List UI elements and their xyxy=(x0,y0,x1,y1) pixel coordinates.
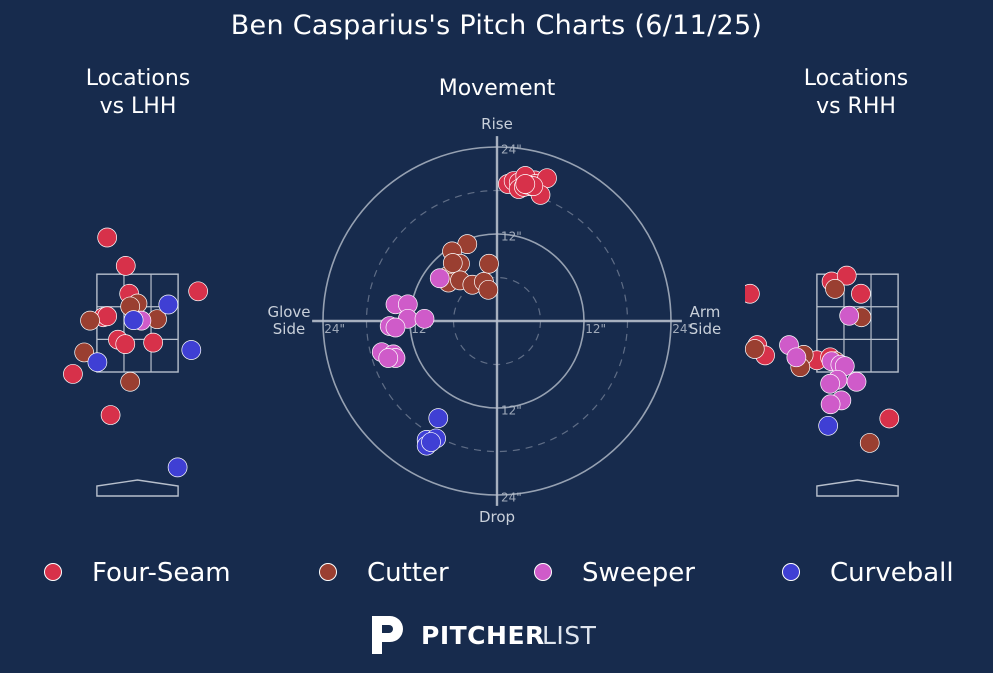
movement-point-sweeper xyxy=(429,268,450,289)
logo-text-list: LIST xyxy=(542,621,597,650)
rhh-point-sweeper xyxy=(786,347,807,368)
movement-ring-label: 24" xyxy=(501,143,522,157)
lhh-point-four-seam xyxy=(63,364,83,384)
movement-panel-title: Movement xyxy=(438,76,556,101)
lhh-home-plate xyxy=(96,479,179,497)
lhh-panel-title: Locations vs LHH xyxy=(85,66,191,119)
rhh-point-curveball xyxy=(818,415,839,436)
lhh-point-four-seam xyxy=(188,281,209,302)
rhh-panel-title: Locations vs RHH xyxy=(803,66,909,119)
movement-point-cutter xyxy=(479,253,499,274)
rhh-point-cutter xyxy=(745,339,765,359)
rhh-point-sweeper xyxy=(820,394,841,415)
pitcherlist-p-icon xyxy=(372,616,403,654)
lhh-point-curveball xyxy=(158,294,179,315)
lhh-point-four-seam xyxy=(143,332,164,353)
movement-point-four-seam xyxy=(515,174,536,194)
movement-point-cutter xyxy=(442,253,463,273)
movement-label-drop: Drop xyxy=(479,508,515,526)
movement-points xyxy=(371,166,557,456)
lhh-point-cutter xyxy=(120,371,141,392)
legend-label-four-seam: Four-Seam xyxy=(92,558,231,588)
rhh-point-four-seam xyxy=(836,265,857,286)
lhh-points xyxy=(63,227,209,478)
rhh-home-plate xyxy=(816,479,899,497)
movement-point-sweeper xyxy=(414,308,435,329)
lhh-point-four-seam xyxy=(115,334,136,354)
movement-ring-label: 24" xyxy=(501,491,522,505)
movement-label-rise: Rise xyxy=(481,115,513,133)
legend-marker-sweeper xyxy=(534,563,552,581)
pitcherlist-logo: PITCHER LIST xyxy=(368,612,608,658)
lhh-point-curveball xyxy=(167,457,188,478)
rhh-point-four-seam xyxy=(879,408,900,429)
lhh-location-plot xyxy=(63,227,209,497)
rhh-points xyxy=(745,265,900,453)
movement-point-curveball xyxy=(428,408,449,428)
lhh-point-four-seam xyxy=(97,306,118,327)
movement-ring-label: 12" xyxy=(585,322,606,336)
movement-ring-label: 24" xyxy=(324,322,345,336)
lhh-point-cutter xyxy=(80,310,100,331)
legend-marker-curveball xyxy=(782,563,800,581)
legend-marker-cutter xyxy=(319,563,337,581)
legend-marker-four-seam xyxy=(44,563,62,581)
rhh-point-sweeper xyxy=(839,305,860,326)
movement-label-arm-side: Arm Side xyxy=(689,303,721,338)
rhh-point-four-seam xyxy=(851,283,871,304)
rhh-point-cutter xyxy=(859,433,880,453)
movement-ring-label: 12" xyxy=(501,404,522,418)
movement-ring-label: 24" xyxy=(672,322,693,336)
movement-label-glove-side: Glove Side xyxy=(267,303,310,338)
rhh-point-four-seam xyxy=(745,283,760,304)
lhh-point-four-seam xyxy=(100,405,121,425)
movement-point-sweeper xyxy=(378,348,399,368)
lhh-point-four-seam xyxy=(115,256,136,276)
movement-ring-label: 12" xyxy=(501,230,522,244)
rhh-location-plot xyxy=(745,265,900,497)
movement-point-curveball xyxy=(421,432,441,452)
rhh-point-sweeper xyxy=(820,373,840,394)
legend-label-curveball: Curveball xyxy=(830,558,954,588)
movement-point-cutter xyxy=(478,279,499,300)
logo-text-pitcher: PITCHER xyxy=(421,621,545,650)
legend-label-sweeper: Sweeper xyxy=(582,558,695,588)
rhh-point-cutter xyxy=(825,278,845,299)
legend-label-cutter: Cutter xyxy=(367,558,449,588)
lhh-point-curveball xyxy=(181,340,202,360)
chart-title: Ben Casparius's Pitch Charts (6/11/25) xyxy=(230,10,763,41)
movement-point-sweeper xyxy=(385,317,406,338)
lhh-point-curveball xyxy=(87,352,108,373)
lhh-point-curveball xyxy=(123,310,144,331)
lhh-point-four-seam xyxy=(97,227,118,248)
rhh-point-sweeper xyxy=(846,371,867,392)
